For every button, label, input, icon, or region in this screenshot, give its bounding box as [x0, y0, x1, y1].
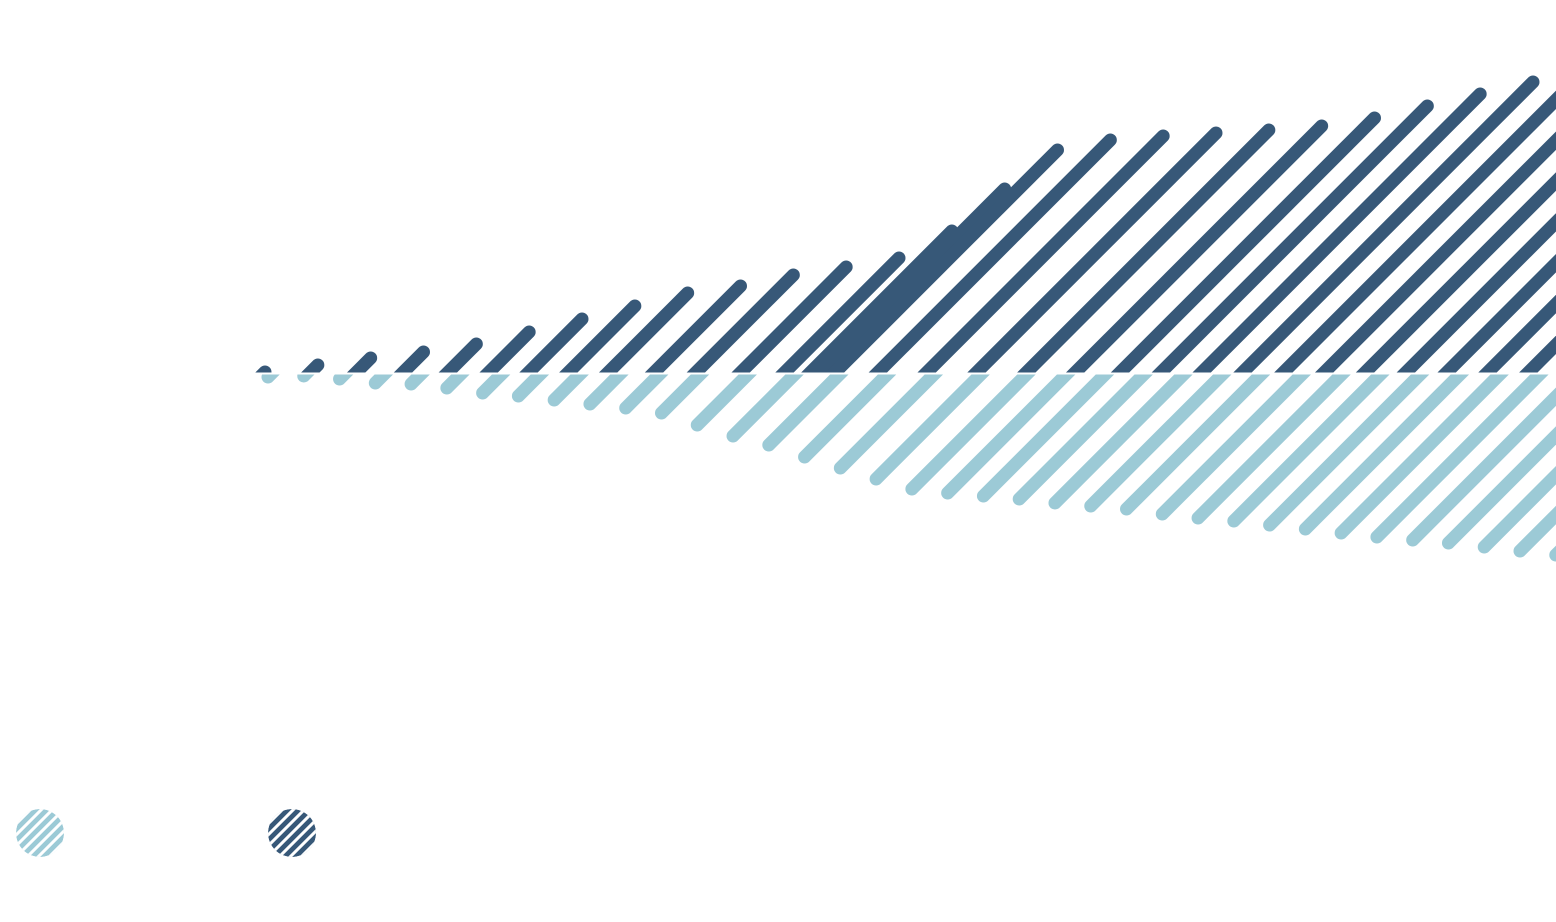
lower-stroke — [1441, 426, 1556, 550]
lower-stroke — [1513, 505, 1556, 558]
lower-stroke — [583, 374, 630, 411]
upper-stroke — [825, 143, 1064, 373]
upper-stroke — [868, 133, 1117, 373]
upper-stroke — [686, 268, 800, 373]
upper-stroke-offscreen — [1477, 294, 1556, 373]
upper-stroke — [346, 351, 378, 373]
series-lower — [261, 374, 1556, 562]
lower-stroke — [905, 374, 1037, 496]
lower-stroke — [976, 374, 1115, 503]
upper-stroke — [730, 260, 853, 373]
upper-stroke-offscreen — [1273, 90, 1556, 373]
upper-stroke — [438, 337, 483, 373]
lower-stroke — [690, 374, 758, 432]
upper-stroke-offscreen — [1436, 253, 1556, 373]
series-upper — [254, 75, 1556, 373]
lower-stroke — [726, 374, 805, 443]
upper-stroke — [393, 345, 430, 373]
lower-stroke — [261, 374, 281, 384]
upper-stroke — [1110, 111, 1381, 373]
lower-stroke — [654, 374, 710, 420]
lower-stroke — [1191, 374, 1352, 525]
lower-stroke — [511, 374, 550, 403]
upper-stroke — [1016, 123, 1276, 373]
lower-stroke — [619, 374, 669, 415]
upper-stroke-offscreen — [1396, 213, 1556, 373]
lower-stroke — [1155, 374, 1312, 521]
lower-stroke — [1370, 374, 1550, 544]
lower-stroke — [1263, 374, 1430, 532]
lower-stroke — [368, 374, 394, 390]
lower-stroke — [547, 374, 590, 407]
lower-stroke — [869, 374, 991, 486]
lower-stroke — [440, 374, 471, 395]
lower-stroke — [404, 374, 431, 391]
lower-stroke — [941, 374, 1076, 500]
lower-stroke — [1084, 374, 1232, 513]
legend-swatch-hatched-circle-icon — [268, 809, 316, 857]
lower-stroke — [1012, 374, 1154, 506]
legend — [16, 809, 316, 857]
lower-stroke — [1048, 374, 1194, 510]
lower-stroke — [333, 374, 354, 386]
upper-stroke — [1191, 87, 1487, 373]
lower-stroke — [1406, 387, 1556, 547]
lower-stroke — [833, 374, 944, 475]
upper-stroke — [774, 251, 906, 373]
upper-stroke — [598, 286, 695, 373]
upper-stroke — [966, 126, 1223, 373]
upper-stroke-offscreen — [1314, 131, 1556, 373]
upper-stroke — [518, 312, 589, 373]
upper-stroke — [644, 279, 747, 373]
upper-stroke — [1065, 119, 1329, 373]
upper-stroke — [916, 129, 1170, 373]
lower-stroke — [762, 374, 849, 452]
lower-stroke — [476, 374, 511, 400]
lower-stroke — [1227, 374, 1391, 528]
upper-stroke — [558, 299, 642, 373]
upper-stroke — [478, 325, 536, 373]
lower-stroke — [798, 374, 897, 464]
upper-stroke-offscreen — [1355, 172, 1556, 373]
upper-stroke — [811, 182, 1012, 373]
upper-stroke — [1232, 75, 1540, 373]
lower-stroke — [1298, 374, 1470, 536]
legend-swatch-hatched-circle-icon — [16, 809, 64, 857]
upper-stroke — [800, 224, 959, 373]
lower-stroke — [1334, 374, 1510, 540]
upper-stroke — [300, 358, 325, 373]
lower-stroke — [1477, 466, 1556, 554]
upper-stroke — [1151, 99, 1434, 373]
lower-stroke — [1120, 374, 1271, 516]
